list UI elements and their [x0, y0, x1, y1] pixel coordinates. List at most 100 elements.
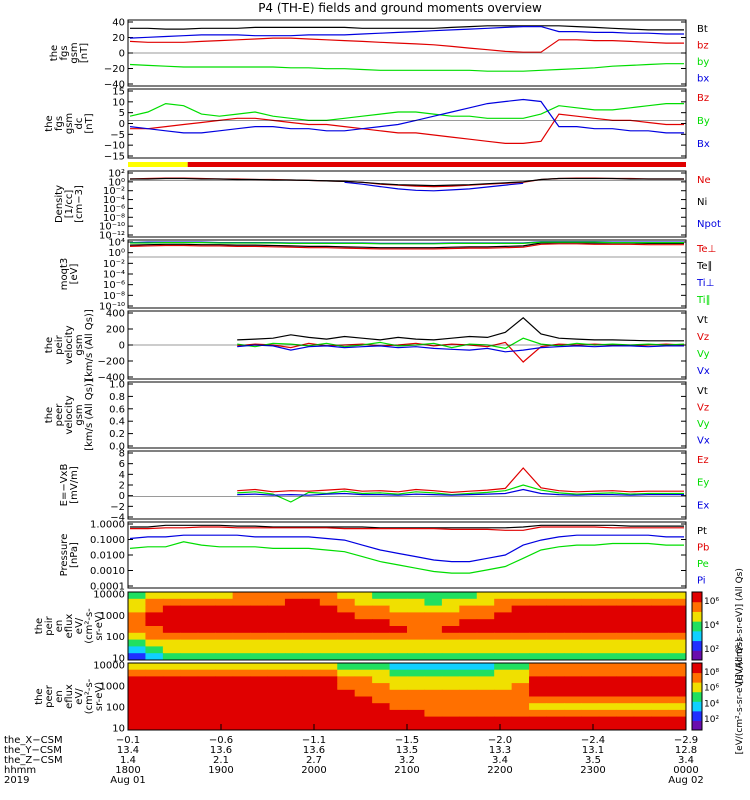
peir_energy_flux-cell: [563, 646, 582, 654]
peir_energy_flux-cell: [145, 653, 164, 661]
x-axis-row-label: 2019: [4, 775, 29, 786]
peir_energy_flux-cell: [581, 619, 600, 627]
density-legend-0: Ne: [697, 175, 711, 186]
peir_energy_flux-cell: [302, 619, 321, 627]
peir_energy_flux-cell: [337, 632, 356, 641]
x-axis-tick-label: −2.9: [674, 735, 698, 746]
peer_energy_flux-cell: [302, 683, 321, 691]
fgs_gsm_magnitude-legend-2: by: [697, 57, 709, 68]
peir_energy_flux-cell: [424, 626, 443, 634]
peer_energy_flux-cell: [441, 723, 460, 731]
peir_energy_flux-cell: [145, 612, 164, 620]
peir_energy_flux-cell: [319, 632, 338, 641]
peir_energy_flux-cell: [441, 605, 460, 613]
peer_energy_flux-cell: [337, 709, 356, 718]
peir_energy_flux-cell: [162, 632, 181, 641]
peir_energy_flux-cell: [145, 646, 164, 654]
peer_energy_flux-cell: [494, 669, 513, 677]
peir_energy_flux-cell: [232, 592, 251, 600]
peer_energy_flux-cell: [197, 696, 216, 704]
peir_velocity-ylabel-line: the: [44, 337, 55, 353]
peer_energy_flux-cell: [581, 683, 600, 691]
peer_energy_flux-ylabel: thepeerenefluxeV/(cm²-s-sr-eV): [34, 678, 105, 714]
peir_energy_flux-cell: [581, 646, 600, 654]
peir_energy_flux-cell: [668, 619, 687, 627]
peir_energy_flux-colorbar: [691, 591, 703, 661]
peir_energy_flux-cell: [633, 646, 652, 654]
x-axis-tick-label: 1900: [208, 765, 233, 776]
efield-ytick-label: 8: [119, 449, 125, 460]
peir_energy_flux-cell: [389, 612, 408, 620]
peer_energy_flux-cell: [372, 676, 391, 684]
peer_energy_flux-cell: [197, 676, 216, 684]
peer_energy_flux-cell: [459, 676, 478, 684]
pressure-series-pi: [129, 534, 684, 563]
peer_energy_flux-cell: [581, 709, 600, 718]
peir_energy_flux-cell: [319, 612, 338, 620]
peer_energy_flux-cell: [633, 703, 652, 711]
peir_energy_flux-cell: [424, 598, 443, 607]
peir_energy_flux-cell: [128, 632, 146, 641]
density-ylabel-line: [cm−3]: [74, 185, 85, 223]
peir_energy_flux-cell: [162, 639, 181, 647]
peir_energy_flux-cell: [633, 592, 652, 600]
peer_energy_flux-colorbar-label: [eV/(cm²-s-sr-eV)] (All Qs): [735, 639, 745, 755]
peer_energy_flux-cell: [581, 696, 600, 704]
peir_energy_flux-cell: [459, 592, 478, 600]
efield-legend-1: Ey: [697, 478, 709, 489]
peir_energy_flux-cell: [441, 639, 460, 647]
density-ylabel-line: [1/cc]: [64, 190, 75, 219]
peer_energy_flux-cell: [372, 689, 391, 697]
fgs_gsm_dc-ylabel-line: [nT]: [84, 113, 95, 133]
peer_energy_flux-cell: [511, 669, 530, 677]
efield-frame: [127, 450, 687, 520]
fgs_gsm_dc-legend-0: Bz: [697, 93, 709, 104]
peir_energy_flux-cell: [651, 598, 670, 607]
peir_energy_flux-colorbar-segment: [692, 650, 702, 661]
temperature-ytick-label: 10⁻⁴: [103, 270, 125, 281]
peer_energy_flux-cell: [633, 683, 652, 691]
peir_energy_flux-cell: [511, 598, 530, 607]
peer_energy_flux-cell: [284, 663, 303, 671]
peer_energy_flux-cell: [407, 676, 425, 684]
pressure-ylabel-line: [nPa]: [69, 542, 80, 568]
peer_energy_flux-colorbar-tick: 10²: [704, 715, 719, 725]
peer_energy_flux-cell: [319, 689, 338, 697]
fgs_gsm_magnitude-ytick-label: 20: [112, 33, 125, 44]
peir_energy_flux-cell: [372, 626, 391, 634]
peer_energy_flux-cell: [598, 689, 617, 697]
peer_energy_flux-cell: [354, 683, 373, 691]
peir_energy_flux-cell: [581, 632, 600, 641]
peir_energy_flux-cell: [250, 612, 268, 620]
peer_energy_flux-colorbar-segment: [692, 710, 702, 721]
peer_energy_flux-cell: [197, 709, 216, 718]
peir_energy_flux-cell: [232, 626, 251, 634]
peir_energy_flux-cell: [494, 632, 513, 641]
peer_energy_flux-cell: [476, 716, 495, 724]
peer_energy_flux-cell: [284, 676, 303, 684]
fgs_gsm_magnitude-ylabel-line: the: [49, 45, 60, 61]
pressure-ytick-label: 0.0100: [90, 551, 125, 562]
peer_energy_flux-cell: [407, 696, 425, 704]
peer_energy_flux-cell: [215, 723, 234, 731]
peer_energy_flux-cell: [598, 696, 617, 704]
peir_energy_flux-cell: [267, 626, 286, 634]
peer_energy_flux-cell: [441, 689, 460, 697]
peir_energy_flux-cell: [563, 639, 582, 647]
peer_energy_flux-cell: [494, 683, 513, 691]
pressure-series-pe: [129, 541, 684, 574]
peer_energy_flux-cell: [372, 663, 391, 671]
peer_energy_flux-cell: [424, 663, 443, 671]
peir_energy_flux-cell: [459, 653, 478, 661]
peir_energy_flux-cell: [459, 632, 478, 641]
peer_energy_flux-cell: [250, 723, 268, 731]
peir_velocity-legend-1: Vz: [697, 332, 709, 343]
peir_energy_flux-cell: [267, 619, 286, 627]
peir_energy_flux-cell: [337, 612, 356, 620]
x-axis-row-label: hhmm: [4, 765, 36, 776]
peir_energy_flux-cell: [337, 605, 356, 613]
peer_energy_flux-cell: [319, 676, 338, 684]
status-bar-yellow: [128, 162, 188, 167]
peir_energy_flux-ylabel-line: eflux: [64, 614, 75, 639]
